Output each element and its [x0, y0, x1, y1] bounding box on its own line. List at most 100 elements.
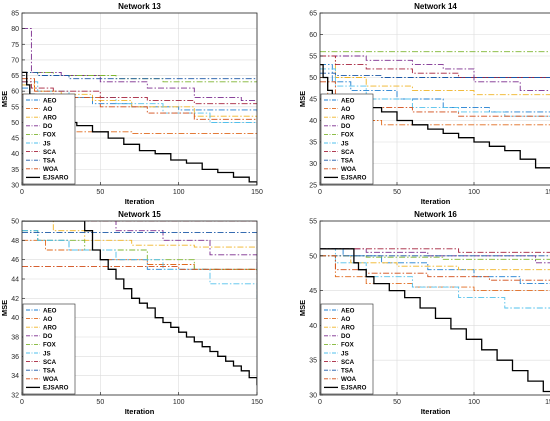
legend-label-ao: AO: [341, 106, 350, 113]
y-tick-label: 38: [11, 335, 19, 342]
series-line-sca: [22, 81, 257, 105]
legend-label-ao: AO: [341, 316, 350, 323]
legend-label-do: DO: [341, 123, 350, 130]
legend-label-aeo: AEO: [341, 307, 355, 314]
series-line-woa: [320, 81, 550, 117]
legend-label-sca: SCA: [43, 149, 57, 156]
y-tick-label: 50: [11, 120, 19, 127]
legend-label-ejsaro: EJSARO: [43, 175, 69, 182]
legend-label-sca: SCA: [341, 359, 355, 366]
legend-label-fox: FOX: [341, 342, 355, 349]
series-line-woa: [22, 265, 257, 275]
y-tick-label: 75: [11, 42, 19, 49]
legend-label-ejsaro: EJSARO: [341, 175, 367, 182]
chart-panel-2: 0 50 100 150 25 30 35 40 45 50 55 60 65 Network 14 Ite…: [298, 2, 550, 206]
x-tick-label: 100: [468, 189, 480, 196]
y-axis-label: MSE: [298, 300, 307, 316]
legend-label-woa: WOA: [341, 376, 357, 383]
legend-label-aro: ARO: [341, 325, 355, 332]
y-tick-label: 40: [309, 118, 317, 125]
y-tick-label: 32: [11, 393, 19, 400]
legend-label-woa: WOA: [43, 166, 59, 173]
x-tick-label: 0: [318, 399, 322, 406]
y-tick-label: 65: [11, 73, 19, 80]
x-tick-label: 150: [545, 189, 550, 196]
y-tick-label: 45: [309, 288, 317, 295]
y-tick-label: 48: [11, 238, 19, 245]
legend-label-do: DO: [43, 333, 52, 340]
x-tick-label: 0: [20, 189, 24, 196]
legend-label-js: JS: [341, 140, 349, 147]
legend-label-fox: FOX: [341, 132, 355, 139]
series-line-sca: [320, 248, 550, 253]
y-axis-label: MSE: [0, 300, 9, 316]
x-tick-label: 50: [393, 399, 401, 406]
series-line-ao: [22, 93, 257, 134]
y-tick-label: 35: [11, 167, 19, 174]
y-axis-label: MSE: [0, 91, 9, 107]
series-line-do: [22, 221, 257, 270]
legend-label-aro: ARO: [341, 115, 355, 122]
series-line-ejsaro: [320, 248, 550, 393]
x-tick-label: 50: [96, 189, 104, 196]
x-axis-label: Iteration: [421, 407, 451, 416]
legend-label-ao: AO: [43, 316, 52, 323]
series-line-aro: [22, 221, 257, 249]
chart-panel-1: 0 50 100 150 30 35 40 45 50 55 60 65 70 75 80 85 Network…: [0, 2, 263, 206]
chart-title: Network 15: [118, 210, 161, 219]
x-tick-label: 100: [468, 399, 480, 406]
legend-label-tsa: TSA: [43, 368, 56, 375]
legend-label-fox: FOX: [43, 132, 57, 139]
y-tick-label: 30: [309, 393, 317, 400]
y-tick-label: 60: [11, 89, 19, 96]
legend-label-tsa: TSA: [341, 368, 354, 375]
series-line-tsa: [320, 72, 550, 78]
series-line-woa: [320, 255, 550, 281]
series-line-js: [320, 248, 550, 309]
legend-label-do: DO: [43, 123, 52, 130]
plot-frame: [21, 220, 258, 396]
legend-label-aeo: AEO: [43, 97, 57, 104]
y-tick-label: 40: [11, 151, 19, 158]
x-axis-label: Iteration: [125, 197, 155, 206]
y-tick-label: 55: [11, 104, 19, 111]
legend-label-woa: WOA: [43, 376, 59, 383]
series-line-js: [22, 230, 257, 299]
chart-panel-4: 0 50 100 150 30 35 40 45 50 55 Network 16 Iteration…: [298, 210, 550, 416]
series-line-ejsaro: [22, 221, 257, 386]
chart-panel-3: 0 50 100 150 32 34 36 38 40 42 44 46 48 50 Network 15 I…: [0, 210, 263, 416]
legend-label-fox: FOX: [43, 342, 57, 349]
x-tick-label: 50: [96, 399, 104, 406]
y-tick-label: 85: [11, 11, 19, 18]
y-tick-label: 55: [309, 54, 317, 61]
legend-label-js: JS: [341, 350, 349, 357]
y-tick-label: 55: [309, 219, 317, 226]
series-line-do: [22, 28, 257, 102]
legend-label-aeo: AEO: [43, 307, 57, 314]
y-tick-label: 35: [309, 140, 317, 147]
x-tick-label: 100: [173, 189, 185, 196]
y-tick-label: 50: [11, 219, 19, 226]
series-line-fox: [22, 71, 257, 83]
y-tick-label: 34: [11, 373, 19, 380]
y-tick-label: 46: [11, 257, 19, 264]
plot-frame: [319, 220, 550, 396]
x-axis-label: Iteration: [421, 197, 451, 206]
legend-label-js: JS: [43, 350, 51, 357]
y-tick-label: 60: [309, 32, 317, 39]
y-tick-label: 40: [11, 315, 19, 322]
y-tick-label: 30: [309, 161, 317, 168]
y-tick-label: 30: [11, 183, 19, 190]
plot-frame: [21, 12, 258, 186]
x-tick-label: 150: [251, 189, 263, 196]
y-tick-label: 50: [309, 253, 317, 260]
y-tick-label: 45: [11, 136, 19, 143]
legend-label-ao: AO: [43, 106, 52, 113]
series-line-aeo: [320, 248, 550, 285]
series-line-tsa: [22, 71, 257, 80]
y-tick-label: 42: [11, 296, 19, 303]
x-tick-label: 150: [545, 399, 550, 406]
